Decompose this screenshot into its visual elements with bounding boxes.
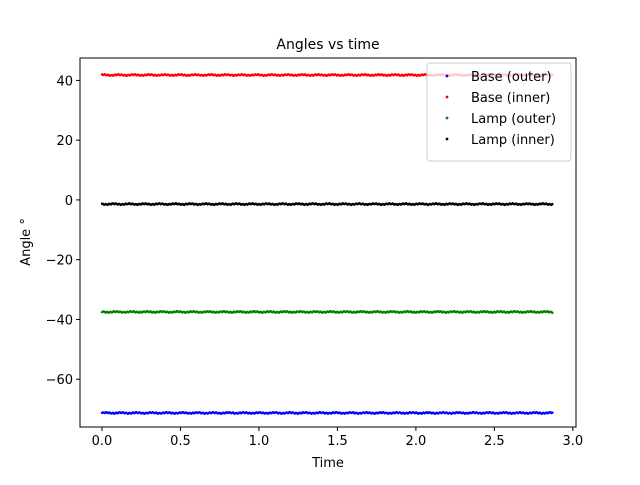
y-tick-label: 0 — [65, 194, 73, 209]
y-tick-label: 40 — [56, 74, 73, 89]
legend-label: Base (outer) — [471, 70, 552, 85]
y-tick-label: −60 — [46, 373, 73, 388]
y-tick-label: −40 — [46, 313, 73, 328]
x-axis-label: Time — [311, 456, 344, 471]
x-tick-label: 2.0 — [406, 434, 427, 449]
x-tick-label: 1.0 — [249, 434, 270, 449]
legend-label: Base (inner) — [471, 91, 550, 106]
x-tick-label: 0.0 — [92, 434, 113, 449]
x-tick-label: 2.5 — [484, 434, 505, 449]
series-3 — [100, 309, 554, 315]
legend-label: Lamp (inner) — [471, 133, 555, 148]
legend-marker — [445, 74, 449, 78]
x-axis: 0.0 0.5 1.0 1.5 2.0 2.5 3.0 — [92, 427, 584, 449]
y-axis-label: Angle ° — [19, 218, 34, 266]
chart-title: Angles vs time — [276, 37, 379, 53]
legend-box — [426, 62, 572, 162]
series-4 — [100, 202, 554, 207]
plot-frame — [79, 57, 577, 428]
data-point — [551, 202, 554, 206]
legend-marker — [445, 137, 449, 141]
x-tick-label: 1.5 — [327, 434, 348, 449]
series-1 — [100, 410, 554, 416]
legend: Base (outer) Base (inner) Lamp (outer) Lamp… — [426, 62, 572, 162]
data-point — [551, 411, 554, 414]
legend-marker — [445, 116, 449, 120]
y-axis: −60 −40 −20 0 20 40 — [46, 74, 80, 388]
x-tick-label: 0.5 — [170, 434, 191, 449]
plot-area — [100, 72, 554, 416]
y-tick-label: 20 — [56, 134, 73, 149]
legend-label: Lamp (outer) — [471, 112, 556, 127]
y-tick-label: −20 — [46, 254, 73, 269]
data-point — [551, 311, 554, 315]
x-tick-label: 3.0 — [563, 434, 584, 449]
legend-marker — [445, 95, 449, 99]
